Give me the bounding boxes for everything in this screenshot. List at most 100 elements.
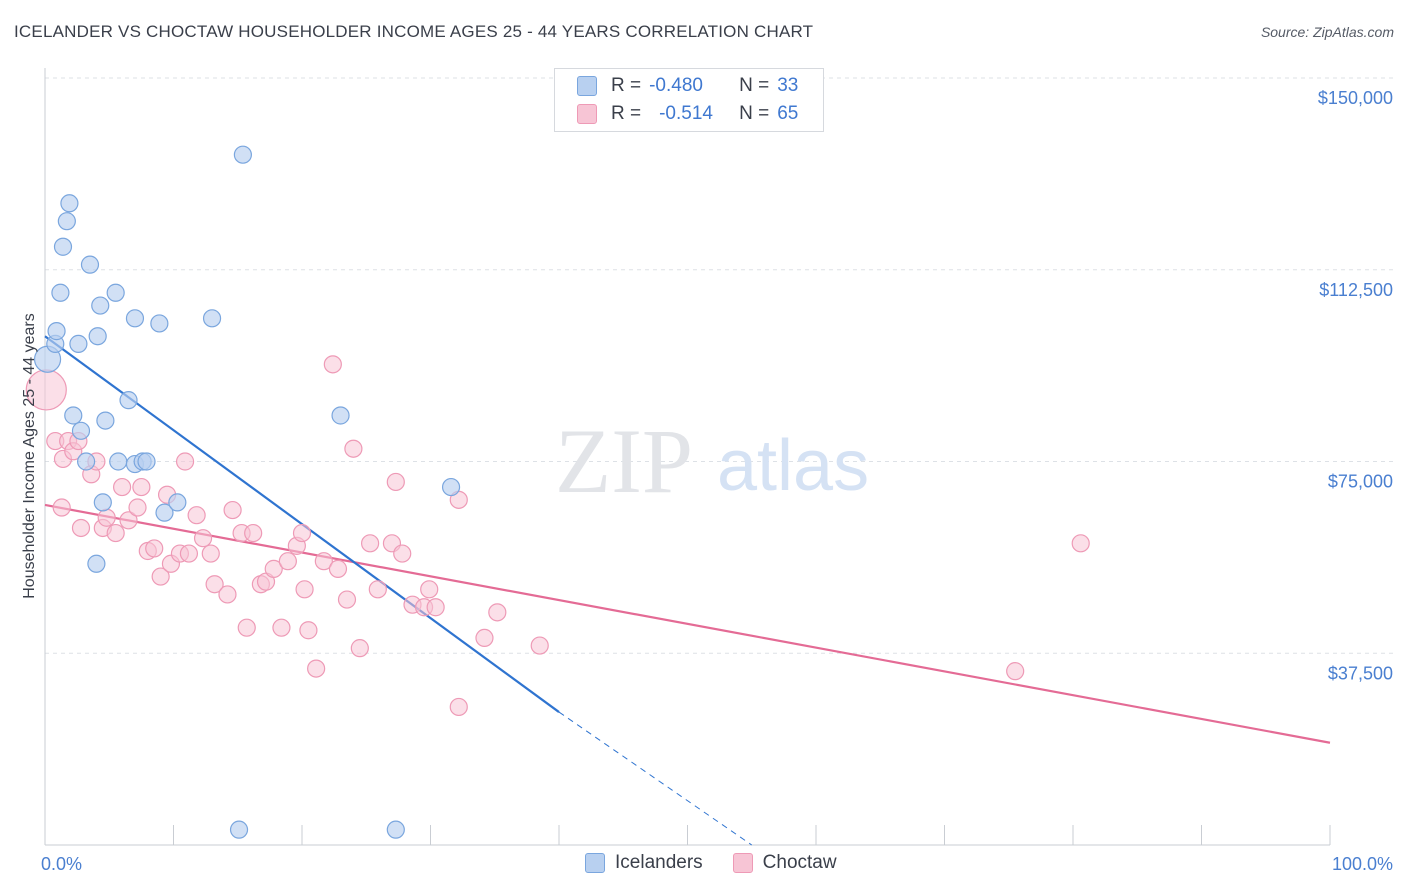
- choctaw-point: [97, 508, 116, 527]
- icelanders-point: [137, 452, 156, 471]
- choctaw-point: [145, 539, 164, 558]
- series-legend: Icelanders Choctaw: [585, 852, 867, 874]
- choctaw-trend-line: [44, 503, 1331, 744]
- data-points: [25, 145, 1090, 839]
- r-label: R =: [611, 103, 642, 124]
- y-tick-label: $75,000: [1328, 472, 1393, 492]
- choctaw-point: [368, 580, 387, 599]
- choctaw-point: [237, 618, 256, 637]
- axes: [44, 68, 1331, 846]
- icelanders-trend-extension: [558, 711, 753, 846]
- x-tick-label-min: 0.0%: [41, 854, 82, 874]
- n-label: N =: [739, 103, 770, 124]
- choctaw-point: [223, 500, 242, 520]
- choctaw-point: [71, 518, 91, 538]
- icelanders-point: [88, 327, 107, 346]
- choctaw-point: [530, 636, 549, 655]
- choctaw-point: [112, 477, 132, 497]
- choctaw-point: [1006, 662, 1025, 681]
- icelanders-point: [386, 820, 405, 839]
- choctaw-point: [218, 585, 237, 604]
- icelanders-point: [77, 452, 96, 471]
- choctaw-point: [426, 598, 445, 617]
- choctaw-point: [328, 559, 348, 578]
- y-tick-label: $112,500: [1319, 280, 1393, 300]
- icelanders-point: [125, 309, 145, 328]
- icelanders-point: [168, 493, 187, 512]
- icelanders-point: [91, 296, 110, 315]
- choctaw-point: [393, 544, 412, 563]
- icelanders-point: [53, 237, 73, 256]
- choctaw-point: [264, 559, 283, 578]
- legend-row-choctaw: R = -0.514 N = 65: [577, 102, 798, 126]
- choctaw-point: [52, 498, 71, 517]
- choctaw-legend-label: Choctaw: [762, 852, 837, 873]
- choctaw-n-value: 65: [777, 103, 799, 124]
- y-tick-label: $150,000: [1318, 88, 1393, 108]
- icelanders-legend-label: Icelanders: [615, 852, 703, 873]
- legend-item-icelanders[interactable]: Icelanders: [585, 852, 703, 874]
- choctaw-point: [337, 590, 357, 609]
- icelanders-point: [155, 503, 174, 522]
- icelanders-point: [51, 283, 70, 302]
- choctaw-point: [193, 529, 213, 548]
- choctaw-point: [1071, 534, 1090, 553]
- choctaw-point: [201, 544, 220, 563]
- icelanders-point: [47, 322, 66, 341]
- icelanders-point: [93, 493, 112, 512]
- icelanders-point: [229, 820, 249, 839]
- icelanders-point: [64, 406, 83, 425]
- choctaw-point: [475, 628, 494, 648]
- watermark: ZIP atlas: [555, 410, 869, 512]
- choctaw-point: [278, 552, 297, 571]
- r-label: R =: [611, 75, 642, 96]
- choctaw-point: [151, 567, 170, 586]
- choctaw-point: [244, 523, 263, 543]
- choctaw-point: [132, 477, 151, 497]
- choctaw-point: [106, 523, 125, 543]
- chart-title: ICELANDER VS CHOCTAW HOUSEHOLDER INCOME …: [14, 22, 814, 41]
- n-label: N =: [739, 75, 770, 96]
- choctaw-point: [361, 534, 380, 553]
- choctaw-point: [119, 511, 138, 530]
- choctaw-point: [420, 580, 439, 599]
- icelanders-point: [441, 477, 461, 497]
- choctaw-point: [187, 506, 206, 525]
- choctaw-point: [128, 498, 147, 517]
- gridlines: [45, 77, 1395, 654]
- choctaw-point: [449, 697, 468, 717]
- icelanders-point: [71, 421, 91, 440]
- icelanders-point: [150, 314, 169, 333]
- x-tick-label-max: 100.0%: [1332, 854, 1393, 874]
- choctaw-point: [344, 439, 363, 458]
- legend-item-choctaw[interactable]: Choctaw: [732, 852, 837, 874]
- icelanders-legend-swatch: [585, 853, 605, 873]
- choctaw-point: [314, 552, 333, 571]
- icelanders-swatch: [577, 76, 597, 96]
- icelanders-point: [80, 255, 100, 274]
- choctaw-point: [295, 580, 314, 599]
- y-axis-label: Householder Income Ages 25 - 44 years: [21, 313, 38, 599]
- icelanders-point: [87, 554, 106, 573]
- y-tick-label: $37,500: [1328, 663, 1393, 683]
- icelanders-point: [331, 406, 350, 425]
- choctaw-point: [350, 639, 369, 658]
- choctaw-r-value: -0.514: [659, 103, 713, 124]
- choctaw-point: [299, 621, 318, 640]
- choctaw-point: [323, 355, 342, 374]
- choctaw-point: [292, 523, 312, 543]
- choctaw-point: [205, 575, 224, 594]
- icelanders-point: [60, 194, 79, 213]
- choctaw-legend-swatch: [732, 853, 753, 873]
- choctaw-point: [175, 452, 195, 471]
- icelanders-point: [202, 309, 222, 328]
- icelanders-point: [69, 334, 88, 353]
- choctaw-point: [179, 544, 199, 563]
- icelanders-n-value: 33: [777, 75, 799, 96]
- choctaw-point: [307, 659, 326, 678]
- icelanders-point: [106, 283, 125, 302]
- watermark-zip: ZIP: [555, 410, 693, 512]
- icelanders-point: [96, 411, 115, 430]
- watermark-atlas: atlas: [717, 426, 869, 506]
